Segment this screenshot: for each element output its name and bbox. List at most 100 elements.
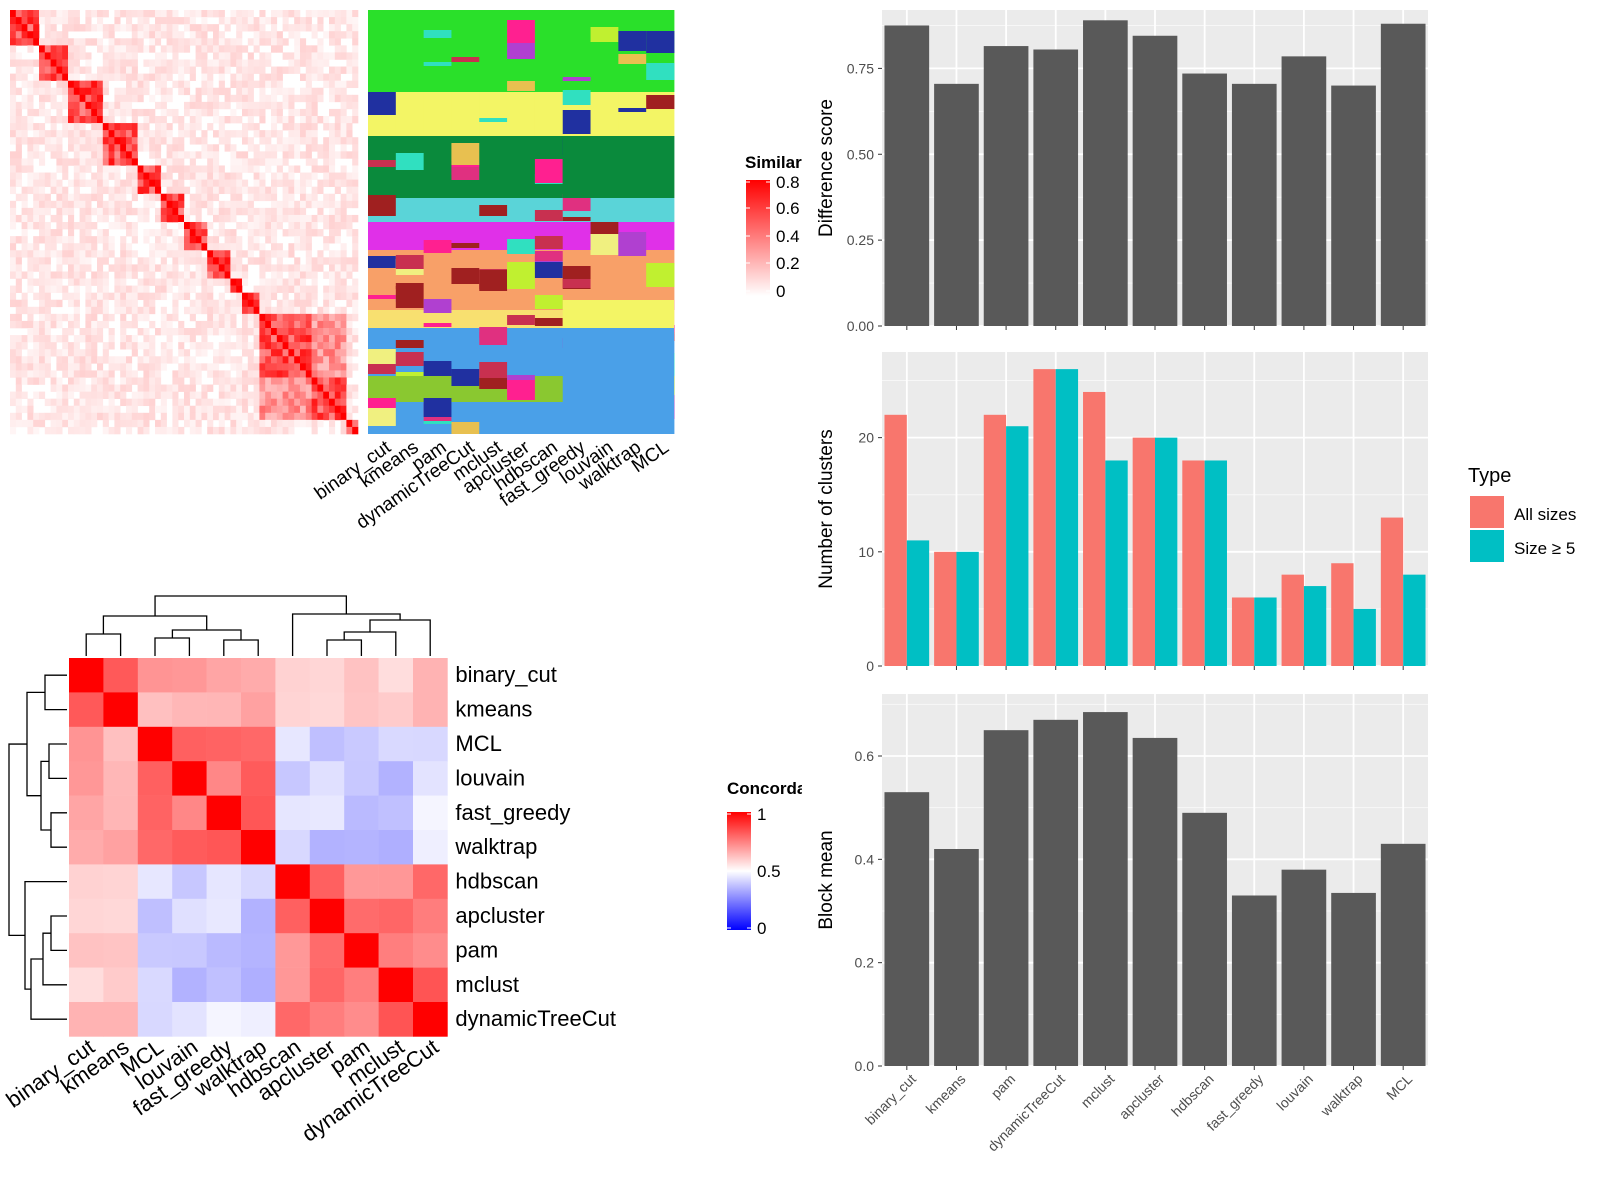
concordance-cell bbox=[413, 933, 448, 968]
similarity-cell bbox=[207, 186, 214, 195]
similarity-cell bbox=[288, 193, 295, 202]
similarity-cell bbox=[137, 419, 144, 428]
similarity-cell bbox=[120, 186, 127, 195]
similarity-cell bbox=[271, 193, 278, 202]
concordance-row-label: MCL bbox=[455, 731, 501, 756]
similarity-cell bbox=[137, 328, 144, 336]
similarity-cell bbox=[352, 172, 359, 180]
similarity-cell bbox=[33, 257, 40, 265]
similarity-cell bbox=[184, 222, 191, 230]
similarity-cell bbox=[218, 257, 225, 265]
similarity-cell bbox=[126, 158, 133, 166]
similarity-cell bbox=[166, 320, 173, 329]
similarity-cell bbox=[178, 377, 185, 385]
similarity-cell bbox=[68, 257, 75, 265]
similarity-cell bbox=[271, 10, 278, 18]
similarity-cell bbox=[39, 130, 46, 138]
similarity-cell bbox=[120, 292, 127, 301]
similarity-cell bbox=[184, 264, 191, 272]
similarity-cell bbox=[120, 419, 127, 428]
similarity-cell bbox=[50, 59, 57, 67]
similarity-cell bbox=[282, 398, 289, 407]
similarity-cell bbox=[178, 158, 185, 166]
similarity-cell bbox=[282, 412, 289, 421]
concordance-cell bbox=[241, 898, 276, 934]
similarity-cell bbox=[50, 73, 57, 81]
similarity-cell bbox=[62, 151, 69, 159]
similarity-cell bbox=[166, 426, 173, 435]
similarity-cell bbox=[276, 349, 283, 357]
similarity-cell bbox=[317, 320, 324, 329]
similarity-cell bbox=[317, 207, 324, 216]
similarity-cell bbox=[207, 292, 214, 301]
similarity-cell bbox=[276, 405, 283, 414]
similarity-cell bbox=[184, 405, 191, 414]
similarity-cell bbox=[346, 320, 353, 329]
similarity-cell bbox=[218, 306, 225, 315]
assignment-stripe bbox=[368, 92, 397, 115]
similarity-cell bbox=[149, 200, 156, 209]
similarity-cell bbox=[114, 356, 121, 364]
similarity-cell bbox=[271, 243, 278, 251]
concordance-cell bbox=[241, 1002, 276, 1037]
similarity-cell bbox=[172, 299, 179, 308]
similarity-cell bbox=[85, 151, 92, 159]
similarity-cell bbox=[155, 123, 162, 131]
similarity-cell bbox=[178, 73, 185, 81]
similarity-cell bbox=[39, 342, 46, 350]
similarity-cell bbox=[305, 250, 312, 258]
similarity-cell bbox=[195, 101, 202, 110]
similarity-cell bbox=[282, 207, 289, 216]
similarity-cell bbox=[149, 391, 156, 399]
similarity-cell bbox=[137, 31, 144, 39]
similarity-cell bbox=[44, 10, 51, 18]
similarity-cell bbox=[79, 405, 86, 414]
concordance-cell bbox=[241, 864, 276, 900]
concordance-cell bbox=[413, 726, 448, 762]
similarity-cell bbox=[288, 306, 295, 315]
similarity-cell bbox=[282, 52, 289, 60]
similarity-cell bbox=[317, 264, 324, 272]
similarity-cell bbox=[56, 391, 63, 399]
similarity-cell bbox=[207, 144, 214, 152]
similarity-cell bbox=[259, 278, 266, 286]
assignment-band bbox=[507, 198, 536, 222]
similarity-cell bbox=[33, 179, 40, 187]
similarity-cell bbox=[294, 214, 301, 223]
similarity-cell bbox=[346, 222, 353, 230]
similarity-cell bbox=[253, 165, 260, 173]
concordance-cell bbox=[413, 658, 448, 693]
similarity-cell bbox=[201, 271, 208, 279]
similarity-cell bbox=[189, 243, 196, 251]
similarity-cell bbox=[334, 108, 341, 117]
similarity-cell bbox=[178, 200, 185, 209]
similarity-cell bbox=[218, 137, 225, 145]
similarity-cell bbox=[137, 356, 144, 364]
similarity-cell bbox=[33, 236, 40, 244]
similarity-cell bbox=[39, 222, 46, 230]
similarity-cell bbox=[56, 419, 63, 428]
similarity-cell bbox=[108, 328, 115, 336]
similarity-cell bbox=[265, 278, 272, 286]
similarity-cell bbox=[271, 349, 278, 357]
similarity-cell bbox=[102, 186, 109, 195]
similarity-cell bbox=[68, 130, 75, 138]
similarity-cell bbox=[224, 278, 231, 286]
similarity-cell bbox=[195, 320, 202, 329]
similarity-cell bbox=[334, 137, 341, 145]
similarity-cell bbox=[15, 264, 22, 272]
similarity-cell bbox=[259, 17, 266, 25]
similarity-cell bbox=[85, 349, 92, 357]
similarity-cell bbox=[207, 87, 214, 96]
assignment-stripe bbox=[562, 110, 591, 134]
similarity-cell bbox=[85, 328, 92, 336]
similarity-cell bbox=[323, 377, 330, 385]
similarity-cell bbox=[195, 31, 202, 39]
similarity-cell bbox=[329, 313, 336, 322]
similarity-cell bbox=[288, 52, 295, 60]
similarity-cell bbox=[44, 299, 51, 308]
similarity-cell bbox=[85, 94, 92, 103]
similarity-cell bbox=[160, 193, 167, 202]
similarity-cell bbox=[10, 214, 17, 223]
similarity-cell bbox=[126, 130, 133, 138]
